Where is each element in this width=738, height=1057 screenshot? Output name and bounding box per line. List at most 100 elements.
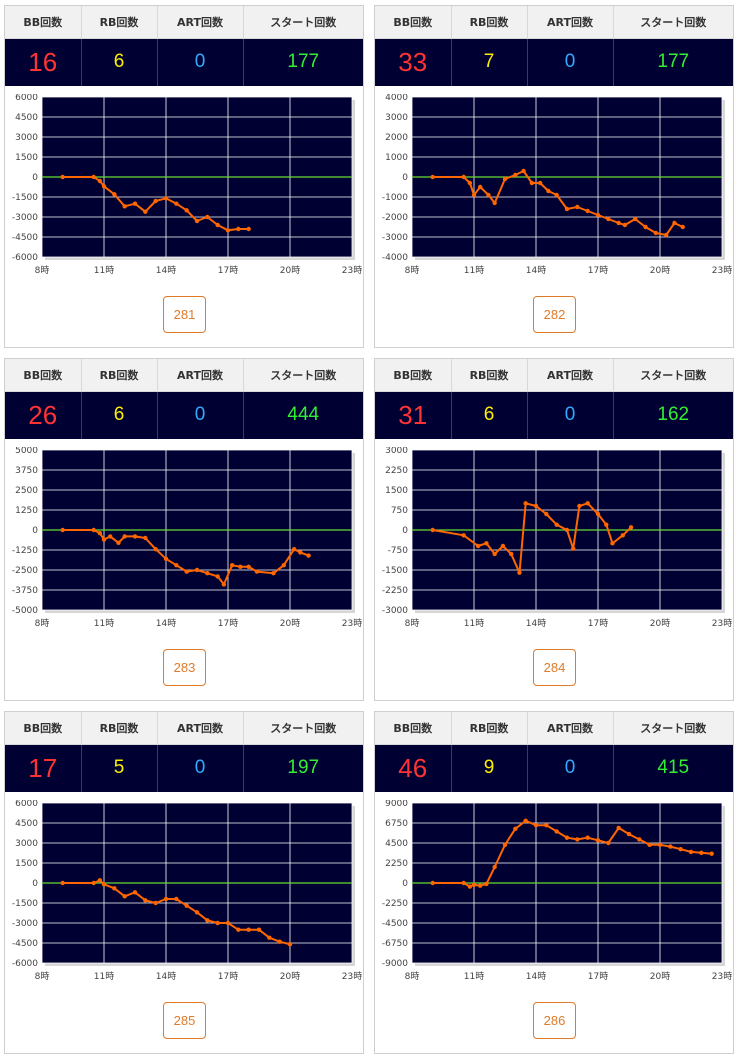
x-tick-label: 11時 — [464, 618, 484, 629]
art-count: 0 — [527, 38, 614, 86]
x-tick-label: 8時 — [35, 971, 50, 982]
data-point — [585, 835, 590, 840]
y-tick-label: -1500 — [12, 193, 38, 203]
x-tick-label: 20時 — [280, 265, 300, 276]
y-tick-label: -3000 — [382, 606, 408, 616]
machine-number-button[interactable]: 285 — [163, 1002, 206, 1039]
y-tick-label: -4500 — [12, 233, 38, 243]
slump-graph: 6000 4500 3000 1500 0 -1500 -3000 -4500 -6000 8時 1… — [12, 800, 362, 982]
data-point — [500, 543, 506, 549]
y-tick-label: 2250 — [385, 859, 408, 869]
data-point — [595, 511, 601, 517]
machine-card-281: BB回数 RB回数 ART回数 スタート回数 16 6 0 177 6000 45… — [4, 5, 364, 348]
start-header: スタート回数 — [243, 359, 363, 392]
data-point — [143, 535, 148, 541]
data-point — [122, 204, 127, 209]
data-point — [668, 844, 673, 849]
data-point — [256, 927, 262, 932]
machine-number-button[interactable]: 281 — [163, 296, 206, 333]
data-point — [688, 849, 694, 855]
data-point — [205, 214, 210, 220]
data-point — [471, 882, 477, 887]
bb-count: 31 — [375, 391, 452, 439]
stats-table: BB回数 RB回数 ART回数 スタート回数 26 6 0 444 — [5, 359, 363, 440]
data-point — [544, 511, 549, 517]
x-tick-label: 20時 — [650, 971, 670, 982]
data-point — [626, 831, 632, 837]
data-point — [484, 881, 489, 887]
y-tick-label: -1500 — [12, 899, 38, 909]
data-point — [184, 208, 189, 213]
data-point — [544, 823, 549, 828]
data-point — [91, 880, 96, 886]
y-tick-label: 4500 — [15, 819, 38, 829]
y-tick-label: 0 — [32, 879, 38, 889]
machine-number-button[interactable]: 286 — [533, 1002, 576, 1039]
y-tick-label: 1500 — [385, 486, 408, 496]
bb-header: BB回数 — [375, 6, 452, 39]
data-point — [97, 178, 103, 184]
machine-card-282: BB回数 RB回数 ART回数 スタート回数 33 7 0 177 4000 30… — [374, 5, 734, 348]
x-tick-label: 17時 — [218, 971, 238, 982]
data-point — [554, 192, 559, 198]
data-point — [523, 501, 528, 506]
data-point — [122, 534, 127, 539]
data-point — [254, 569, 260, 574]
data-point — [143, 209, 148, 214]
data-point — [709, 851, 714, 856]
data-point — [430, 174, 435, 180]
rb-count: 6 — [81, 38, 158, 86]
data-point — [97, 531, 103, 536]
art-header: ART回数 — [527, 6, 614, 39]
data-point — [502, 842, 508, 847]
rb-header: RB回数 — [81, 6, 158, 39]
rb-count: 6 — [451, 391, 528, 439]
y-tick-label: 3000 — [15, 133, 38, 143]
y-tick-label: 4500 — [385, 839, 408, 849]
machine-number-button[interactable]: 284 — [533, 649, 576, 686]
data-point — [281, 563, 286, 568]
x-tick-label: 14時 — [156, 265, 176, 276]
x-tick-label: 23時 — [342, 971, 362, 982]
data-point — [492, 200, 497, 206]
data-point — [678, 847, 683, 852]
art-header: ART回数 — [527, 359, 614, 392]
y-tick-label: -2250 — [382, 586, 408, 596]
data-point — [699, 850, 704, 855]
data-point — [595, 212, 601, 218]
y-tick-label: 750 — [391, 506, 408, 516]
data-point — [471, 192, 477, 198]
data-point — [564, 527, 570, 533]
data-point — [143, 898, 148, 903]
data-point — [174, 563, 179, 568]
data-point — [174, 201, 179, 206]
data-point — [478, 184, 483, 190]
data-point — [174, 896, 179, 902]
machine-number-button[interactable]: 282 — [533, 296, 576, 333]
start-header: スタート回数 — [613, 6, 733, 39]
data-point — [225, 228, 231, 233]
data-point — [112, 886, 117, 891]
data-point — [502, 176, 508, 182]
y-tick-label: 0 — [402, 526, 408, 536]
y-tick-label: -3000 — [12, 213, 38, 223]
data-point — [486, 192, 491, 198]
data-point — [306, 553, 311, 558]
x-tick-label: 23時 — [342, 265, 362, 276]
data-point — [564, 206, 570, 212]
machine-number-button[interactable]: 283 — [163, 649, 206, 686]
art-count: 0 — [157, 744, 244, 792]
data-point — [60, 880, 65, 886]
data-point — [546, 188, 551, 194]
data-point — [533, 503, 539, 509]
data-point — [60, 527, 65, 533]
data-point — [277, 939, 282, 944]
data-point — [620, 533, 625, 538]
x-tick-label: 8時 — [405, 618, 420, 629]
y-tick-label: 1500 — [15, 859, 38, 869]
data-point — [575, 204, 580, 210]
y-tick-label: -3000 — [12, 919, 38, 929]
data-point — [585, 501, 590, 506]
data-point — [509, 551, 514, 557]
data-point — [606, 216, 611, 222]
